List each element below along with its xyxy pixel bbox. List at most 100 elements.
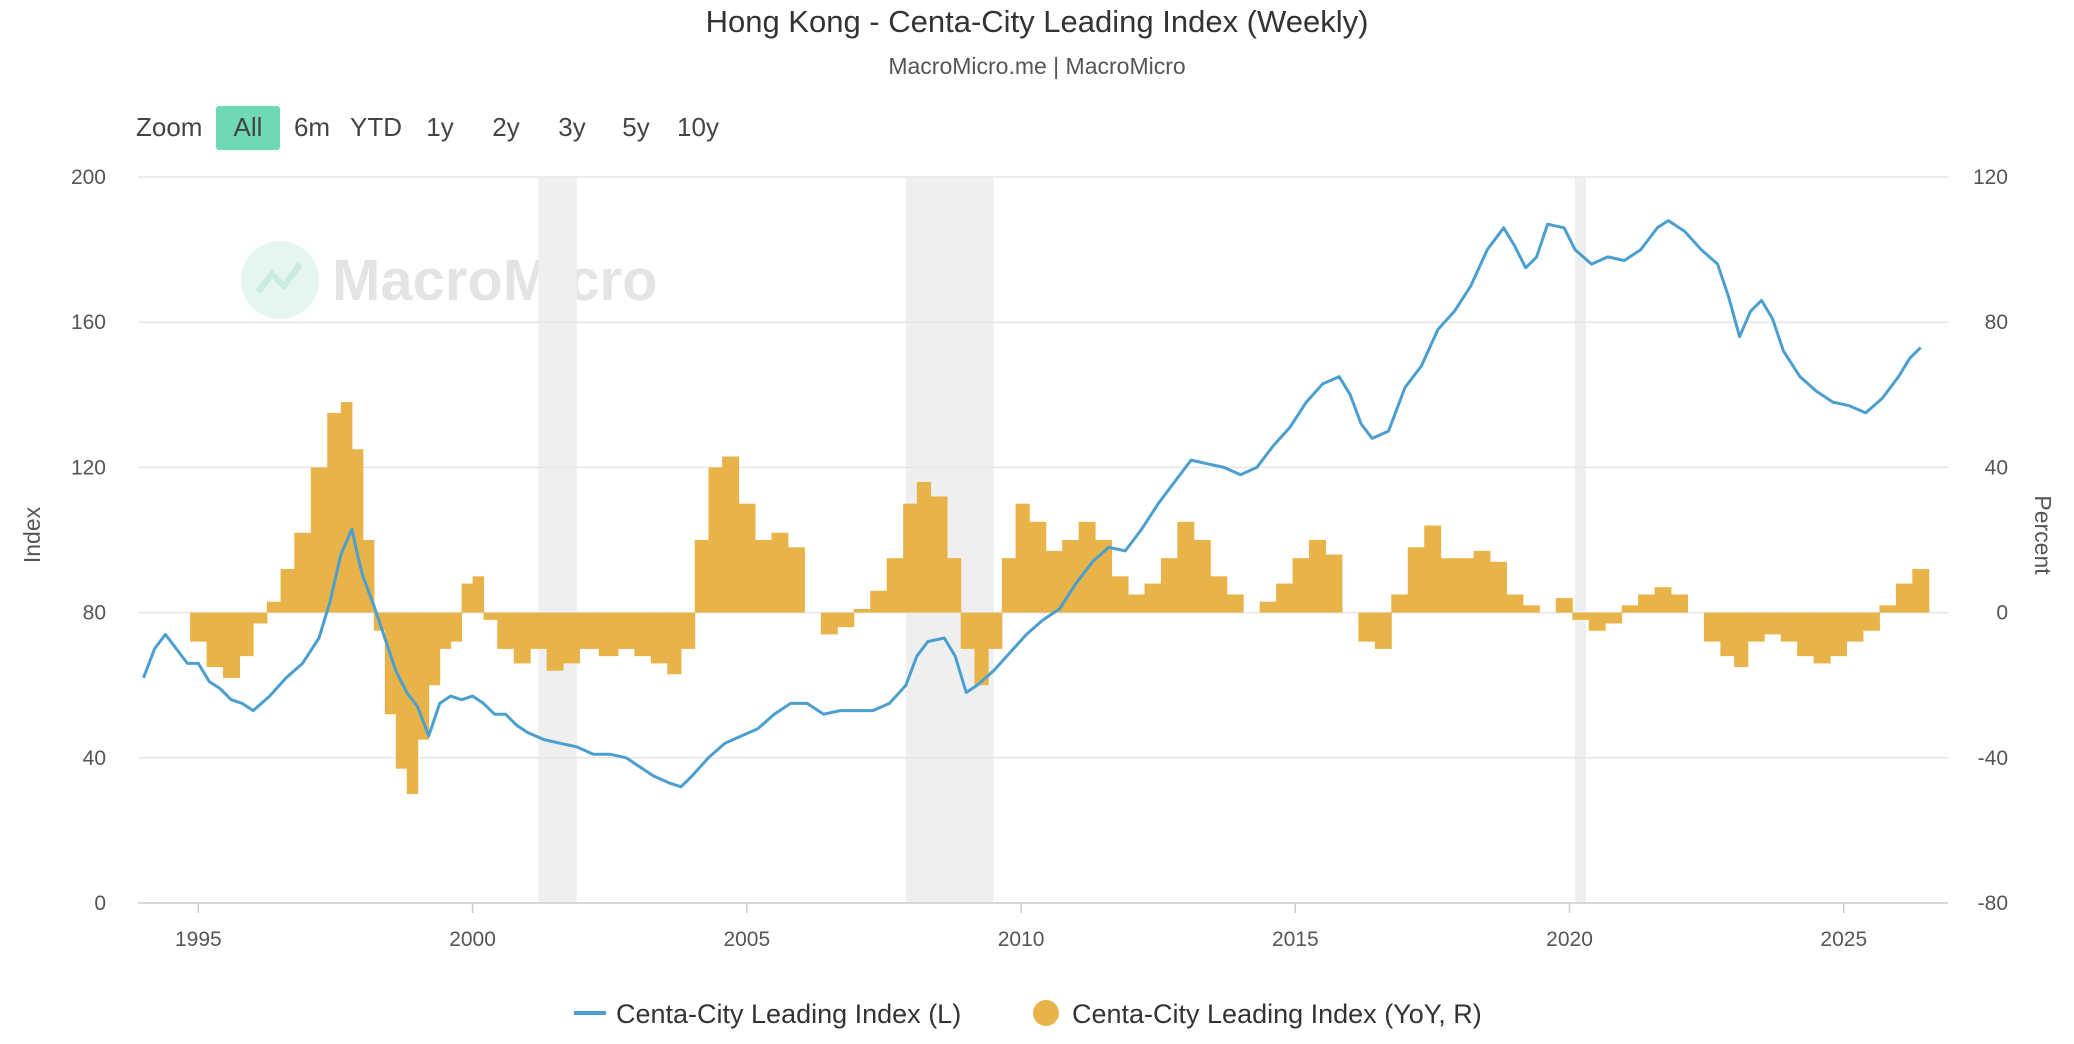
zoom-selected-background [216, 106, 280, 150]
zoom-label: Zoom [136, 112, 202, 142]
yoy-bar [903, 503, 918, 613]
yoy-bar [1879, 605, 1897, 613]
zoom-button-5y[interactable]: 5y [622, 112, 649, 142]
yoy-bar [340, 402, 353, 613]
x-tick-label: 1995 [175, 928, 222, 951]
yoy-bar [294, 532, 312, 613]
yoy-bar [1862, 612, 1880, 631]
zoom-button-ytd[interactable]: YTD [350, 112, 402, 142]
yoy-bar [1638, 594, 1656, 613]
legend-item-index[interactable]: Centa-City Leading Index (L) [574, 999, 961, 1029]
yoy-bar [667, 612, 682, 675]
right-tick-label: -40 [1978, 747, 2008, 770]
yoy-bar [681, 612, 696, 649]
yoy-bar [1193, 540, 1211, 613]
zoom-button-2y[interactable]: 2y [492, 112, 519, 142]
yoy-bar [886, 558, 904, 613]
yoy-bar [1780, 612, 1798, 642]
yoy-bar [450, 612, 463, 642]
yoy-bar [1309, 540, 1326, 613]
yoy-bar [870, 590, 888, 613]
index-line-series [142, 219, 1922, 789]
yoy-bar [708, 467, 723, 613]
yoy-bar [1276, 583, 1294, 613]
recession-bands [538, 177, 1586, 903]
yoy-bar [598, 612, 619, 657]
yoy-bar [1813, 612, 1831, 664]
legend-label-index: Centa-City Leading Index (L) [616, 999, 961, 1029]
yoy-bar [738, 503, 756, 613]
yoy-bar [916, 481, 932, 613]
yoy-bar [1797, 612, 1815, 657]
yoy-bar [1391, 594, 1409, 613]
yoy-bar [1747, 612, 1765, 642]
yoy-bar [722, 456, 740, 613]
yoy-bar [1440, 558, 1458, 613]
yoy-bar [579, 612, 600, 649]
x-tick-label: 2005 [723, 928, 770, 951]
yoy-bar [223, 612, 240, 678]
yoy-bar [1457, 558, 1475, 613]
yoy-bar [395, 612, 408, 769]
yoy-bar [1555, 598, 1573, 613]
zoom-button-label: 2y [492, 112, 519, 142]
yoy-bar [1374, 612, 1392, 649]
yoy-bar [406, 612, 419, 795]
zoom-button-10y[interactable]: 10y [677, 112, 719, 142]
yoy-bar [1177, 521, 1195, 613]
zoom-button-6m[interactable]: 6m [294, 112, 330, 142]
legend: Centa-City Leading Index (L) Centa-City … [574, 999, 1482, 1029]
legend-item-yoy[interactable]: Centa-City Leading Index (YoY, R) [1033, 999, 1482, 1029]
left-tick-label: 0 [94, 892, 106, 915]
left-tick-label: 200 [71, 166, 106, 189]
yoy-bar [461, 583, 474, 613]
yoy-bar [384, 612, 397, 715]
yoy-bar [1473, 550, 1491, 613]
x-tick-label: 2015 [1272, 928, 1319, 951]
yoy-bar [1671, 594, 1688, 613]
x-tick-label: 2020 [1546, 928, 1593, 951]
zoom-button-label: YTD [350, 112, 402, 142]
yoy-bar [1062, 540, 1080, 613]
x-tick-label: 2000 [449, 928, 496, 951]
right-tick-label: -80 [1978, 892, 2008, 915]
zoom-button-all[interactable]: All [216, 106, 280, 150]
yoy-bar [1259, 601, 1277, 613]
yoy-bar [930, 496, 948, 613]
yoy-bar [1210, 576, 1228, 613]
yoy-bar [1621, 605, 1639, 613]
left-tick-label: 80 [83, 602, 106, 625]
yoy-bar [310, 467, 328, 613]
watermark: MacroMicro [241, 241, 658, 319]
yoy-bar [1912, 569, 1930, 613]
yoy-bar [1358, 612, 1376, 642]
yoy-bar [1095, 540, 1113, 613]
zoom-button-label: 6m [294, 112, 330, 142]
zoom-button-label: 5y [622, 112, 649, 142]
yoy-bar [1720, 612, 1735, 657]
yoy-bar [947, 558, 962, 613]
zoom-button-label: 10y [677, 112, 719, 142]
yoy-bar [1895, 583, 1913, 613]
yoy-bar [634, 612, 652, 657]
yoy-bar [1001, 558, 1017, 613]
right-tick-label: 80 [1985, 311, 2008, 334]
yoy-bar [1292, 558, 1310, 613]
yoy-bar [1407, 547, 1425, 613]
yoy-bar [1128, 594, 1145, 613]
yoy-bar [617, 612, 635, 649]
yoy-bar [1588, 612, 1606, 631]
chart-subtitle: MacroMicro.me | MacroMicro [888, 53, 1185, 79]
zoom-button-1y[interactable]: 1y [426, 112, 453, 142]
x-tick-label: 2010 [998, 928, 1045, 951]
yoy-bar [1764, 612, 1782, 635]
yoy-bar [771, 532, 789, 613]
yoy-bar [206, 612, 224, 668]
yoy-bar [988, 612, 1003, 649]
yoy-bar [650, 612, 668, 664]
zoom-buttons: All 6m YTD 1y 2y 3y 5y 10y [216, 106, 719, 150]
yoy-bar [266, 601, 282, 613]
zoom-button-3y[interactable]: 3y [558, 112, 585, 142]
yoy-bar [837, 612, 855, 628]
zoom-button-label: 1y [426, 112, 453, 142]
